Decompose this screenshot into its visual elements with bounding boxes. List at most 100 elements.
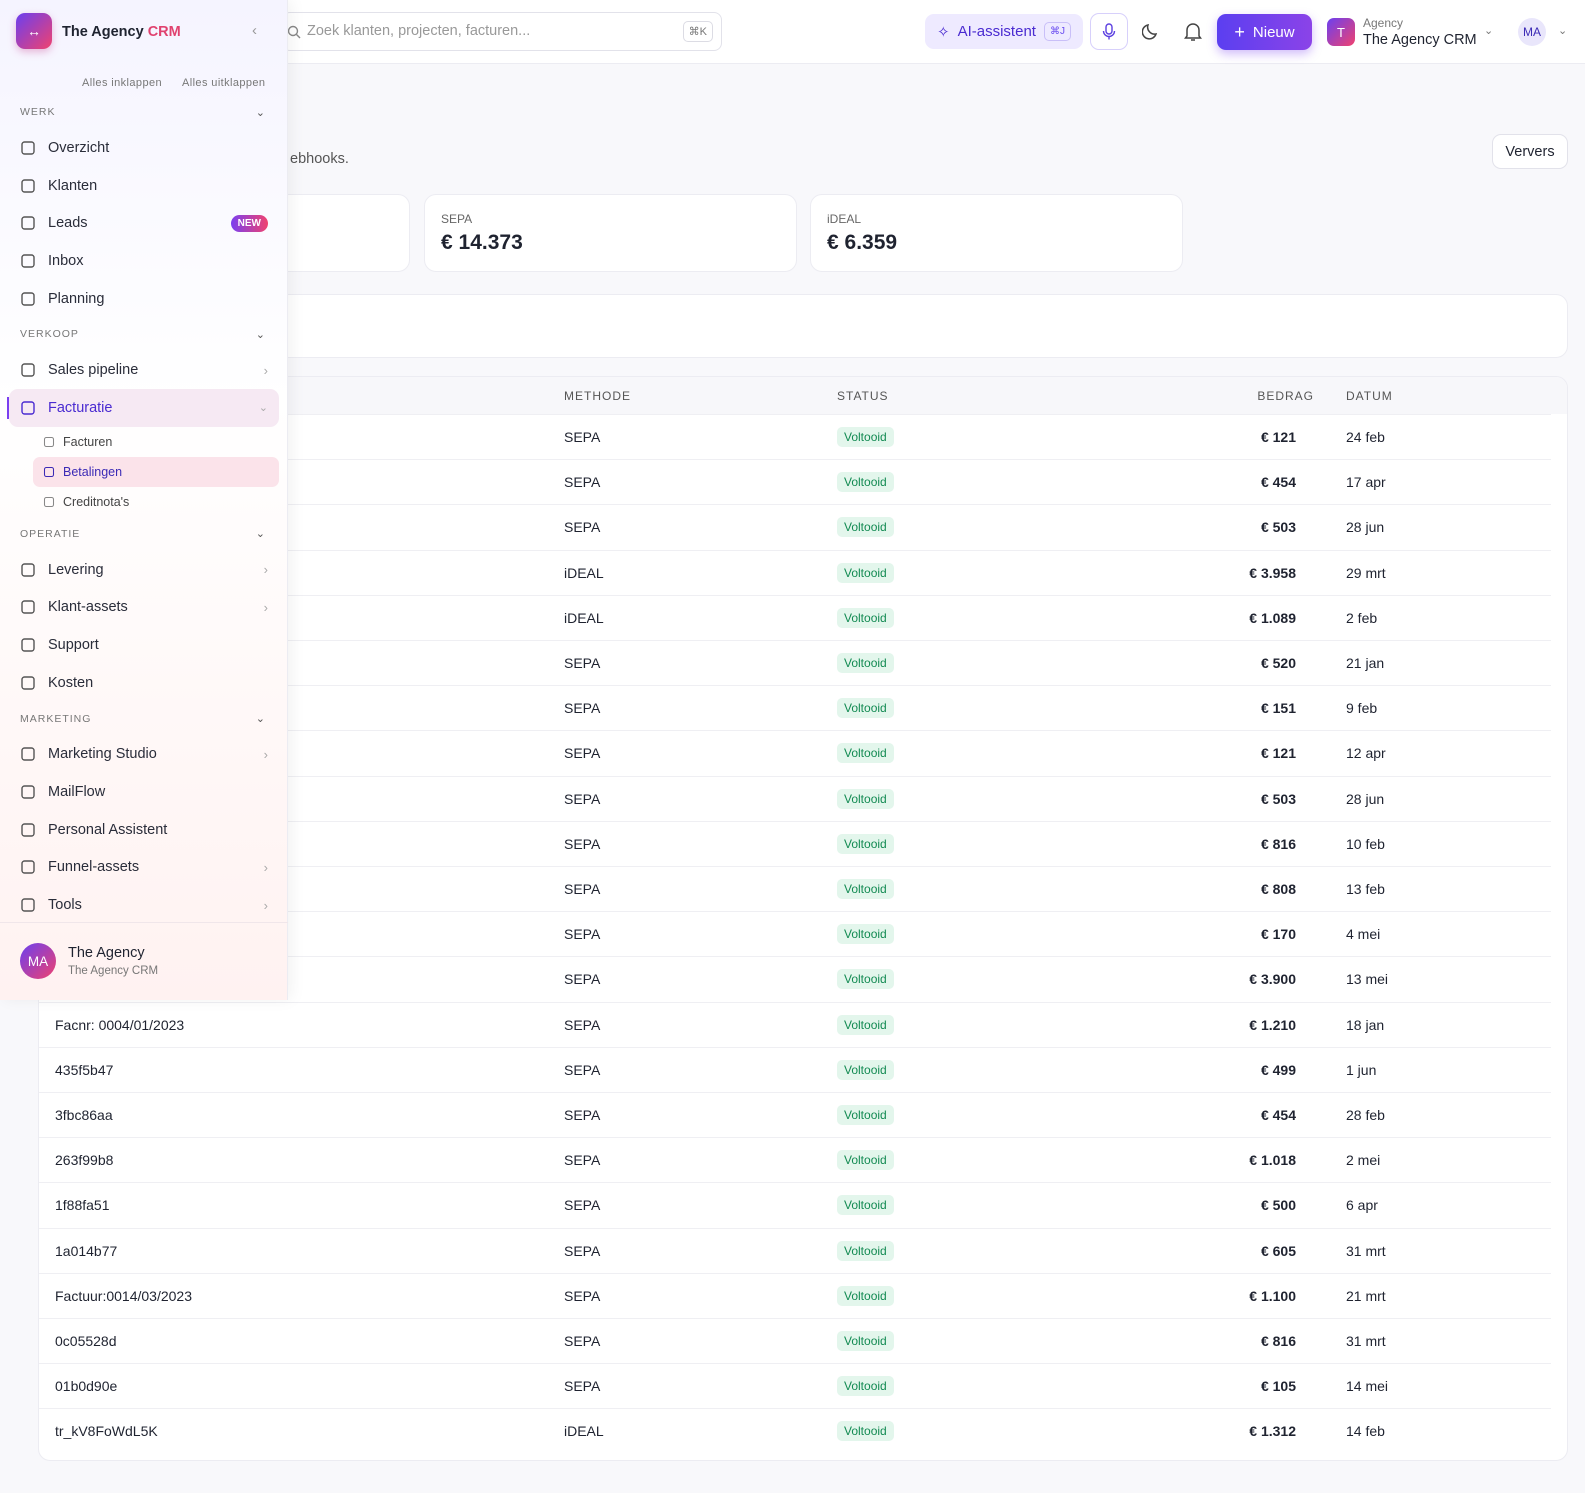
search-icon (287, 25, 301, 39)
table-row[interactable]: SEPA Voltooid € 503 28 jun (39, 504, 1551, 549)
table-row[interactable]: tr_kV8FoWdL5K iDEAL Voltooid € 1.312 14 feb (39, 1408, 1551, 1453)
icon (43, 466, 55, 477)
method: SEPA (564, 926, 601, 943)
table-row[interactable]: 263f99b8 SEPA Voltooid € 1.018 2 mei (39, 1137, 1551, 1182)
search[interactable]: Zoek klanten, projecten, facturen... ⌘K (282, 12, 722, 51)
icon (21, 254, 35, 268)
refresh-button[interactable]: Ververs (1492, 134, 1568, 169)
nav-item[interactable]: Marketing Studio › (9, 736, 279, 774)
status: Voltooid (837, 653, 894, 673)
table-row[interactable]: SEPA Voltooid € 503 28 jun (39, 775, 1551, 821)
nav-subitem[interactable]: Creditnota's (33, 487, 279, 517)
nav-item[interactable]: Kosten (9, 664, 279, 702)
nav-item[interactable]: Klant-assets › (9, 589, 279, 627)
new-button[interactable]: + Nieuw (1217, 14, 1312, 50)
nav-item[interactable]: Sales pipeline › (9, 351, 279, 389)
nav-item[interactable]: Levering › (9, 551, 279, 589)
icon (21, 747, 35, 762)
table-row[interactable]: 435f5b47 SEPA Voltooid € 499 1 jun (39, 1046, 1551, 1092)
mic-icon (1102, 22, 1116, 39)
method: iDEAL (564, 564, 604, 581)
table-row[interactable]: 1f88fa51 SEPA Voltooid € 500 6 apr (39, 1182, 1551, 1227)
nav-item[interactable]: Tools › (9, 886, 279, 922)
table-row[interactable]: 3fbc86aa SEPA Voltooid € 454 28 feb (39, 1092, 1551, 1137)
nav-item[interactable]: Leads NEW (9, 204, 279, 242)
ai-button[interactable]: ✧ AI-assistent ⌘J (925, 14, 1083, 49)
status: Voltooid (837, 833, 894, 854)
nav-item[interactable]: Klanten (9, 167, 279, 205)
section-header[interactable]: WERK ⌄ (0, 95, 288, 129)
amount: € 105 (1260, 1378, 1296, 1395)
nav-item[interactable]: Funnel-assets › (9, 849, 279, 887)
section-header[interactable]: MARKETING ⌄ (0, 702, 288, 736)
status: Voltooid (837, 1376, 894, 1397)
table-row[interactable]: iDEAL Voltooid € 1.089 2 feb (39, 594, 1551, 640)
sidebar-footer: MA The Agency The Agency CRM (0, 922, 288, 1000)
table-row[interactable]: SEPA Voltooid € 3.900 13 mei (39, 956, 1551, 1001)
chevron: ⌄ (255, 528, 266, 541)
table-row[interactable]: SEPA Voltooid € 121 24 feb (39, 414, 1551, 459)
icon (21, 363, 35, 377)
nav-sublabel: Facturen (63, 434, 113, 449)
payment-id: 0c05528d (55, 1333, 117, 1349)
amount: € 1.312 (1249, 1423, 1296, 1440)
nav-item[interactable]: Planning (9, 280, 279, 318)
status: Voltooid (837, 1285, 894, 1306)
collapse-all[interactable]: Alles inklappen (82, 77, 162, 89)
nav-item[interactable]: Support (9, 626, 279, 664)
table-row[interactable]: 0c05528d SEPA Voltooid € 816 31 mrt (39, 1318, 1551, 1363)
date: 14 feb (1346, 1423, 1385, 1440)
chevron: › (263, 897, 268, 913)
amount: € 816 (1260, 835, 1296, 852)
org-name[interactable]: The Agency CRM (1363, 32, 1477, 48)
expand-all[interactable]: Alles uitklappen (182, 77, 266, 89)
status: Voltooid (837, 924, 894, 945)
nav-subitem[interactable]: Facturen (33, 427, 279, 457)
status: Voltooid (837, 1150, 894, 1171)
theme-toggle[interactable] (1142, 23, 1160, 41)
nav-item[interactable]: Inbox (9, 242, 279, 280)
table-row[interactable]: SEPA Voltooid € 151 9 feb (39, 685, 1551, 730)
user-avatar[interactable]: MA (1518, 18, 1546, 46)
method: SEPA (564, 1152, 601, 1169)
nav-item[interactable]: Personal Assistent (9, 811, 279, 849)
date: 21 jan (1346, 655, 1385, 671)
nav-item[interactable]: MailFlow (9, 773, 279, 811)
method: SEPA (564, 1197, 601, 1214)
section-header[interactable]: VERKOOP ⌄ (0, 317, 288, 351)
status: Voltooid (837, 788, 894, 809)
method: SEPA (564, 700, 601, 717)
footer-subtitle: The Agency CRM (68, 965, 159, 977)
table-row[interactable]: SEPA Voltooid € 816 10 feb (39, 820, 1551, 866)
table-row[interactable]: 1a014b77 SEPA Voltooid € 605 31 mrt (39, 1227, 1551, 1273)
amount: € 3.900 (1249, 971, 1296, 988)
table-row[interactable]: 01b0d90e SEPA Voltooid € 105 14 mei (39, 1363, 1551, 1408)
section-header[interactable]: OPERATIE ⌄ (0, 517, 288, 551)
table-row[interactable]: Factuur:0014/03/2023 SEPA Voltooid € 1.100 2… (39, 1272, 1551, 1318)
table-row[interactable]: SEPA Voltooid € 170 4 mei (39, 911, 1551, 956)
amount: € 500 (1260, 1197, 1296, 1214)
date: 31 mrt (1346, 1242, 1386, 1259)
status: Voltooid (837, 1421, 894, 1442)
date: 2 feb (1346, 609, 1378, 626)
table-row[interactable]: SEPA Voltooid € 454 17 apr (39, 459, 1551, 504)
payment-id: tr_kV8FoWdL5K (55, 1423, 158, 1440)
nav-item[interactable]: Facturatie ⌄ (7, 389, 279, 427)
collapse-sidebar[interactable]: ‹ (252, 22, 257, 39)
table-row[interactable]: Facnr: 0004/01/2023 SEPA Voltooid € 1.210 18… (39, 1001, 1551, 1047)
notifications[interactable] (1184, 22, 1202, 42)
table-row[interactable]: SEPA Voltooid € 121 12 apr (39, 730, 1551, 775)
table-row[interactable]: SEPA Voltooid € 520 21 jan (39, 640, 1551, 685)
mic-button[interactable] (1090, 13, 1128, 50)
brand[interactable]: The Agency CRM (62, 24, 181, 40)
amount: € 1.018 (1249, 1152, 1296, 1169)
nav-item[interactable]: Overzicht (9, 129, 279, 167)
nav-label: Klant-assets (48, 599, 128, 616)
nav-subitem[interactable]: Betalingen (33, 456, 279, 487)
table-row[interactable]: iDEAL Voltooid € 3.958 29 mrt (39, 549, 1551, 595)
table-row[interactable]: SEPA Voltooid € 808 13 feb (39, 866, 1551, 911)
method: SEPA (564, 790, 601, 807)
status: Voltooid (837, 969, 894, 990)
status: Voltooid (837, 1240, 894, 1261)
amount: € 499 (1260, 1061, 1296, 1078)
